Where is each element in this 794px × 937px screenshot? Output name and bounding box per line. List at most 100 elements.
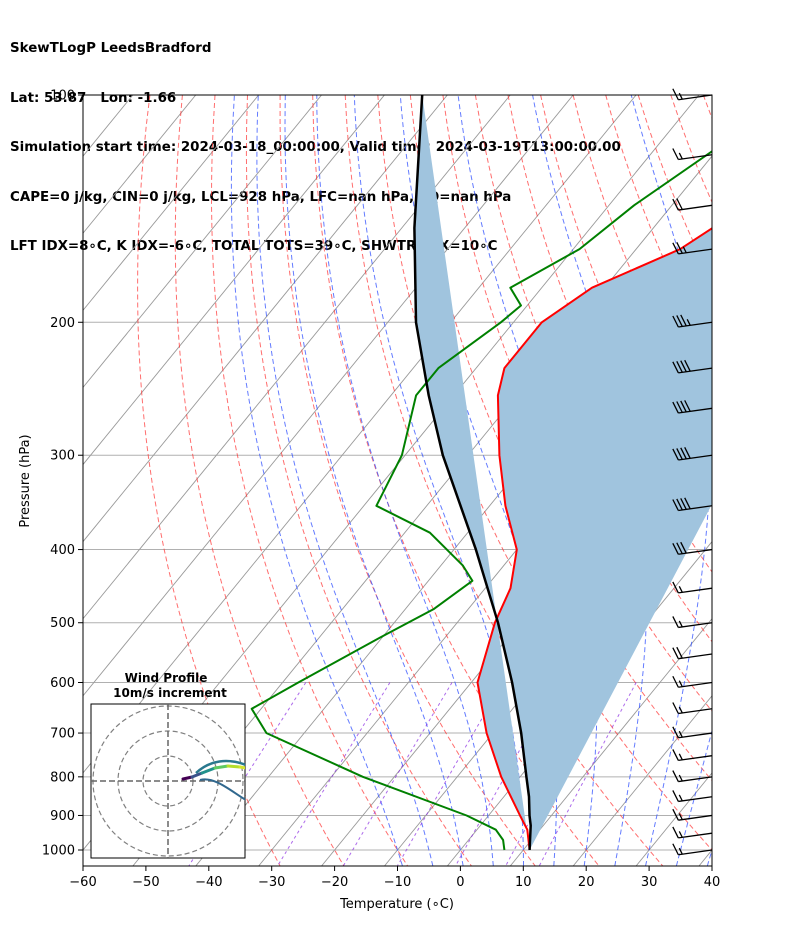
wind-barb-feather [676, 241, 683, 254]
hodograph-segment [200, 766, 217, 775]
dewpoint-line [250, 150, 712, 851]
wind-barb-feather [676, 198, 683, 210]
mixing-ratio-line [538, 682, 637, 866]
x-tick-label: 10 [515, 875, 532, 890]
wind-barb-feather [672, 148, 679, 160]
wind-barb-feather [672, 770, 679, 782]
x-tick-label: 30 [641, 875, 658, 890]
parcel-line [413, 95, 532, 851]
inset-subtitle: 10m/s increment [113, 686, 227, 700]
wind-barb-feather [678, 774, 683, 782]
dry-adiabat-line [702, 95, 712, 120]
wind-barb-feather [672, 401, 679, 414]
inset-trace [181, 759, 245, 801]
wind-barb-shaft [678, 732, 713, 739]
wind-barb-shaft [678, 548, 713, 555]
wind-barb-feather [672, 749, 679, 761]
y-tick-label: 600 [50, 676, 75, 691]
wind-barb-feather [678, 794, 683, 802]
wind-barb-feather [672, 843, 679, 856]
wind-barb-shaft [678, 321, 713, 328]
wind-barb-shaft [678, 154, 713, 161]
wind-barb-feather [678, 586, 683, 593]
cape-fill-layer [414, 95, 712, 850]
wind-barb-feather [672, 315, 679, 328]
wind-barb-shaft [678, 204, 713, 211]
hodograph-segment [226, 764, 242, 769]
wind-barb-shaft [678, 248, 713, 255]
moist-adiabat-line [706, 848, 712, 866]
mixing-ratio-line [342, 682, 453, 866]
wind-barb-feather [672, 808, 679, 821]
profile-lines [250, 95, 712, 851]
wind-barb-shaft [678, 814, 713, 821]
wind-barb-feather [682, 246, 687, 254]
wind-barb-shaft [678, 849, 713, 856]
wind-barb-feather [672, 790, 679, 802]
x-tick-label: −40 [195, 875, 222, 890]
isotherm-line [83, 95, 322, 389]
chart-title: SkewTLogP LeedsBradford [10, 41, 212, 56]
wind-barb-feather [680, 400, 687, 413]
y-tick-label: 700 [50, 727, 75, 742]
wind-barb-feather [684, 400, 691, 412]
wind-barb-feather [672, 647, 679, 659]
wind-barb-feather [672, 542, 679, 555]
inset-title: Wind Profile [125, 671, 208, 685]
hodograph-lower [199, 778, 245, 801]
wind-barb-shaft [678, 796, 713, 803]
moist-adiabat-line [284, 95, 464, 866]
x-axis-label: Temperature (∘C) [339, 897, 454, 912]
wind-barb-feather [680, 541, 687, 554]
x-tick-label: 0 [456, 875, 464, 890]
wind-barb-feather [678, 847, 683, 855]
isotherm-line [83, 95, 197, 234]
wind-barb-shaft [678, 454, 713, 461]
dry-adiabat-line [174, 95, 345, 866]
wind-barb-feather [676, 401, 683, 413]
axis-ticks: −60 −50 −40 −30 −20 −10 0 10 20 30 40 100 200 300 400 5… [42, 89, 720, 891]
mixing-ratio-line [396, 682, 504, 866]
wind-barb-shaft [678, 622, 713, 629]
isotherm-line [762, 95, 794, 866]
wind-barb-shaft [678, 832, 713, 839]
wind-profile-inset: Wind Profile 10m/s increment [90, 671, 246, 859]
wind-barb-feather [672, 448, 679, 461]
y-axis-label: Pressure (hPa) [18, 434, 33, 527]
dry-adiabat-line [409, 95, 712, 782]
wind-barb-shaft [678, 587, 713, 594]
dry-adiabat-line [137, 95, 281, 866]
wind-barb-feather [684, 359, 691, 372]
wind-barb-shaft [678, 708, 713, 715]
wind-barb-feather [678, 753, 683, 761]
wind-barb-feather [672, 702, 679, 714]
y-tick-label: 900 [50, 809, 75, 824]
wind-barb-feather [678, 620, 683, 628]
isotherm-line [83, 95, 511, 620]
wind-barb-feather [678, 730, 683, 738]
isotherm-line [83, 95, 574, 697]
x-tick-label: −60 [69, 875, 96, 890]
isotherm-line [83, 95, 385, 466]
wind-barb-feather [672, 726, 679, 739]
dry-adiabat-line [312, 95, 600, 866]
wind-barb-shaft [678, 653, 713, 660]
moist-adiabat-line [230, 95, 403, 866]
wind-barb-feather [678, 680, 683, 687]
wind-barb-feather [676, 315, 683, 327]
x-tick-label: 40 [704, 875, 721, 890]
y-tick-label: 800 [50, 770, 75, 785]
isotherm-line [698, 849, 712, 866]
wind-barb-feather [672, 361, 679, 374]
mixing-ratio-line [277, 682, 391, 866]
wind-barb-feather [676, 498, 683, 511]
temperature-line [476, 227, 712, 851]
x-tick-label: −50 [132, 875, 159, 890]
dry-adiabat-line [344, 95, 664, 866]
wind-barb-feather [678, 831, 683, 838]
x-tick-label: −20 [321, 875, 348, 890]
wind-barb-feather [678, 813, 683, 820]
y-tick-label: 1000 [42, 844, 75, 859]
wind-barb-shaft [678, 776, 713, 783]
